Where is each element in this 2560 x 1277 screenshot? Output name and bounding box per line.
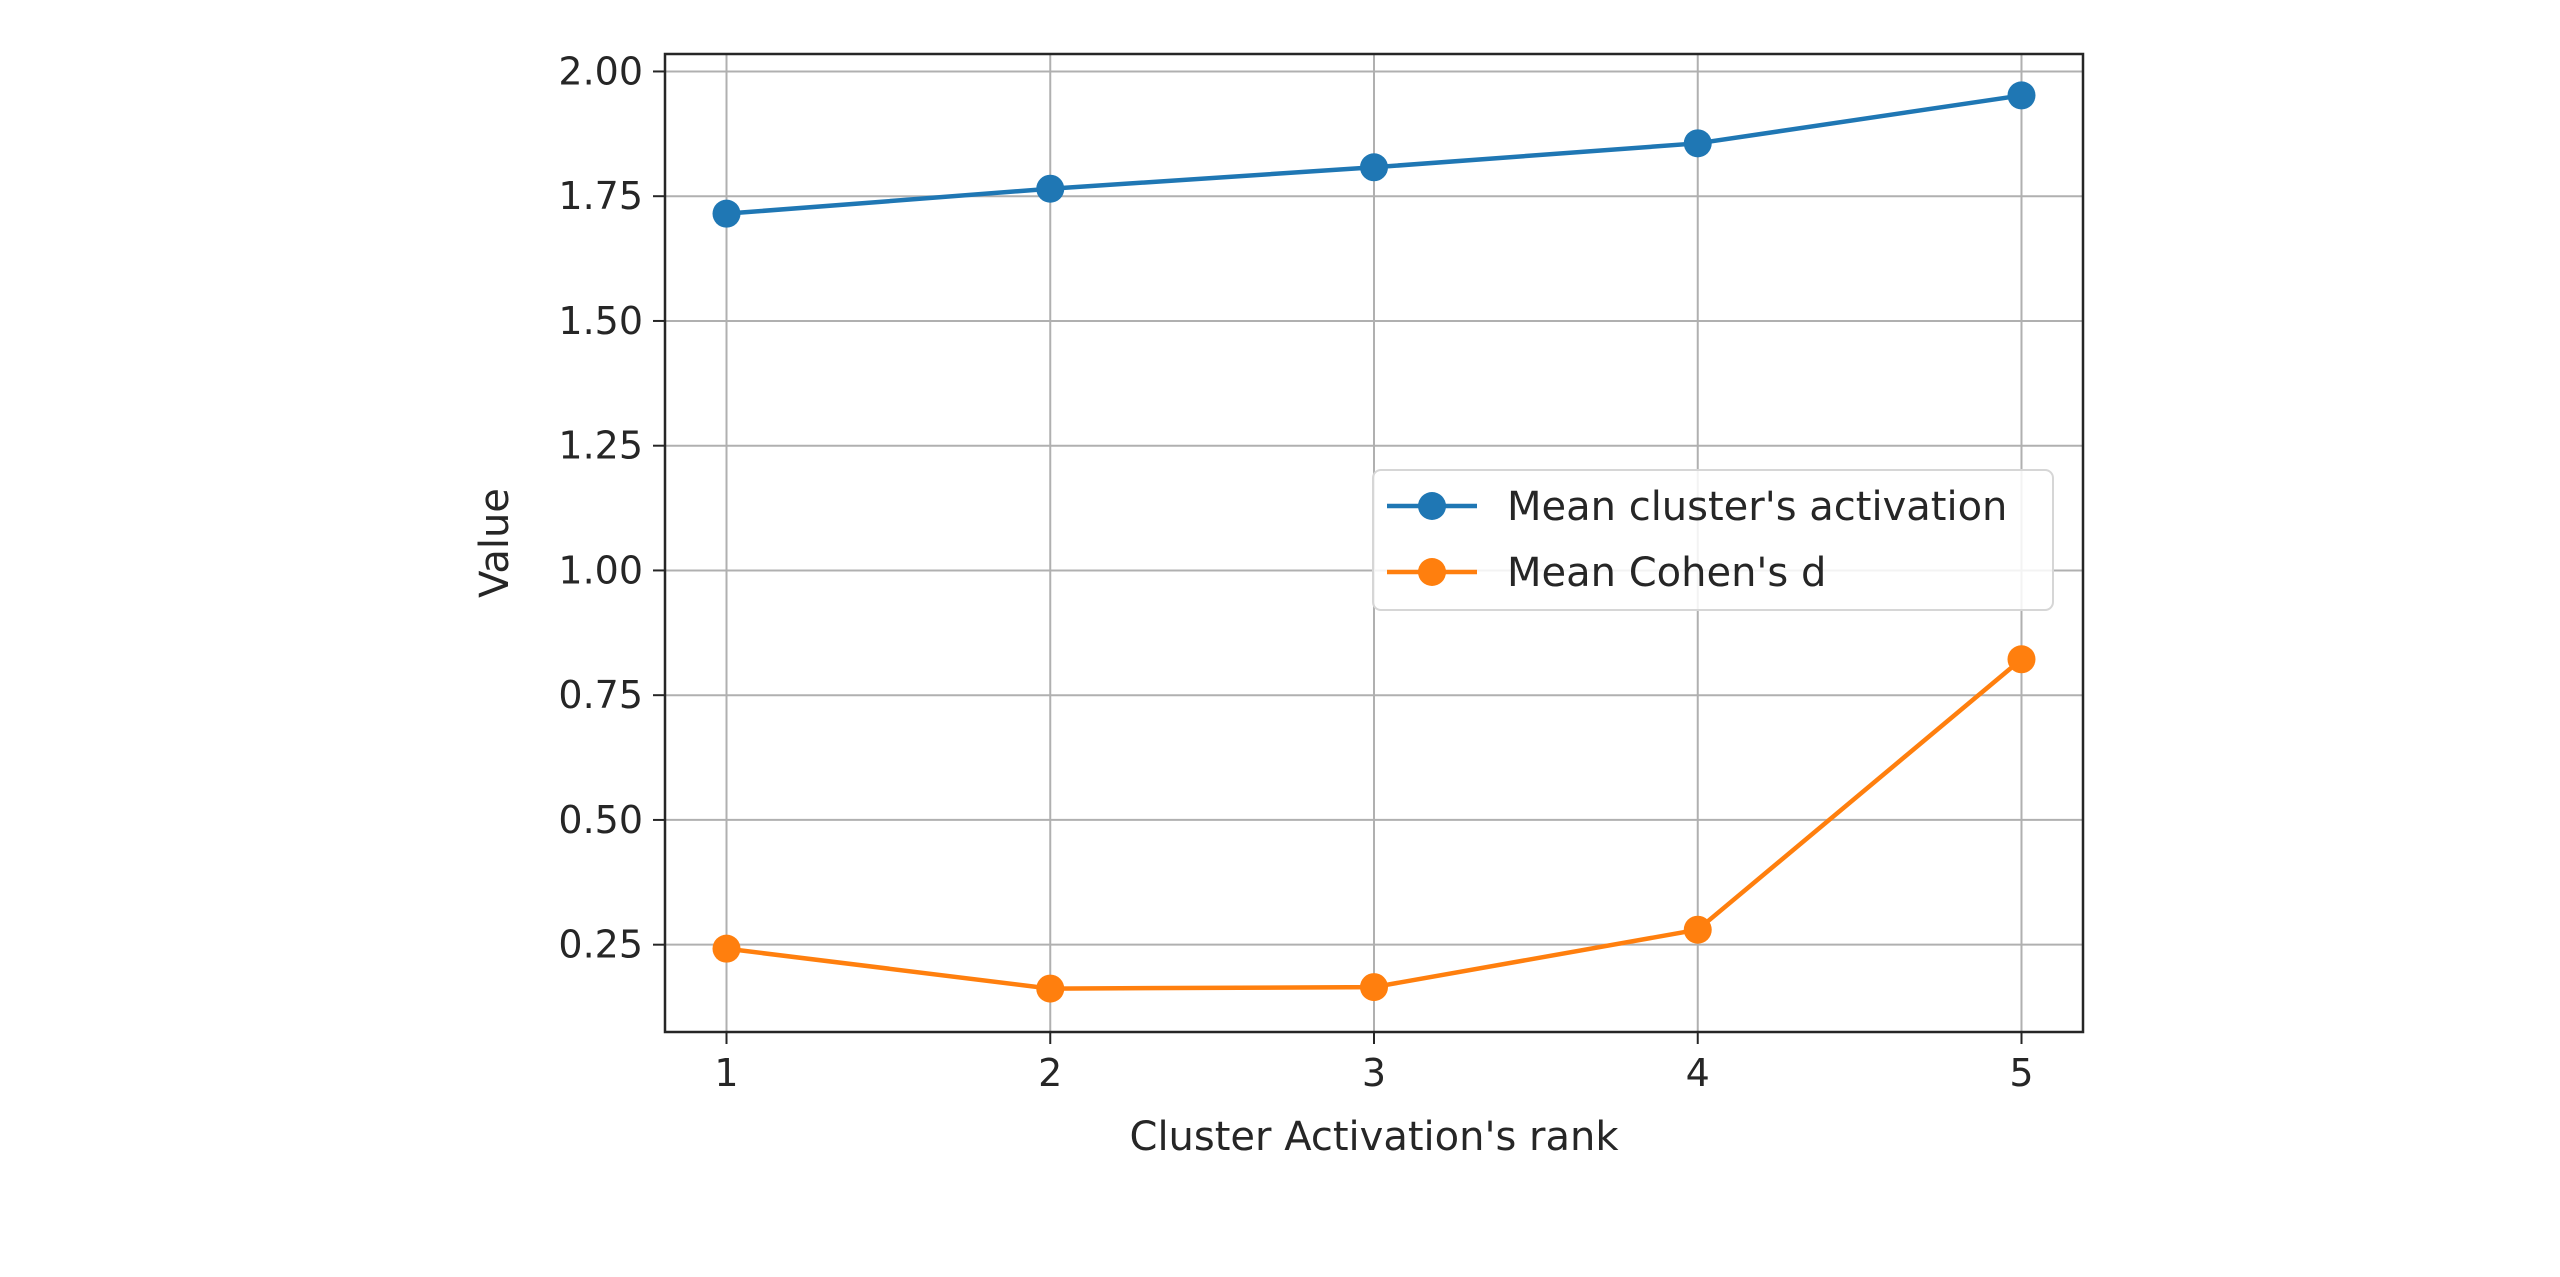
y-tick-label: 2.00: [558, 49, 643, 93]
series-2: [712, 645, 2036, 1003]
y-tick-label: 1.75: [558, 174, 643, 218]
legend: Mean cluster's activation Mean Cohen's d: [1372, 469, 2054, 611]
y-axis-ticks: 0.25 0.50 0.75 1.00 1.25 1.50 1.75 2.00: [558, 49, 665, 967]
legend-box: [1372, 469, 2054, 611]
y-tick-label: 1.25: [558, 424, 643, 468]
legend-marker: [1418, 492, 1446, 520]
legend-item-1: Mean cluster's activation: [1387, 484, 2007, 530]
data-point: [712, 199, 741, 228]
legend-label: Mean Cohen's d: [1507, 550, 1826, 596]
series-lines: [712, 81, 2036, 1003]
data-point: [1036, 174, 1065, 203]
legend-item-2: Mean Cohen's d: [1387, 550, 1826, 596]
legend-label: Mean cluster's activation: [1507, 484, 2007, 530]
y-tick-label: 0.25: [558, 923, 643, 967]
data-point: [1036, 974, 1065, 1003]
y-tick-label: 0.75: [558, 673, 643, 717]
data-point: [2007, 645, 2036, 674]
data-point: [712, 934, 741, 963]
x-tick-label: 1: [714, 1051, 738, 1095]
x-tick-label: 4: [1686, 1051, 1710, 1095]
x-axis-ticks: 1 2 3 4 5: [714, 1032, 2034, 1095]
x-tick-label: 2: [1038, 1051, 1062, 1095]
data-point: [2007, 81, 2036, 110]
y-tick-label: 1.50: [558, 299, 643, 343]
y-tick-label: 0.50: [558, 798, 643, 842]
data-point: [1683, 915, 1712, 944]
x-tick-label: 3: [1362, 1051, 1386, 1095]
data-point: [1683, 129, 1712, 158]
x-tick-label: 5: [2009, 1051, 2033, 1095]
y-axis-label: Value: [472, 488, 518, 598]
y-tick-label: 1.00: [558, 548, 643, 592]
legend-marker: [1418, 558, 1446, 586]
x-axis-label: Cluster Activation's rank: [1130, 1114, 1620, 1160]
series-1: [712, 81, 2036, 228]
data-point: [1360, 973, 1388, 1002]
data-point: [1360, 153, 1388, 182]
